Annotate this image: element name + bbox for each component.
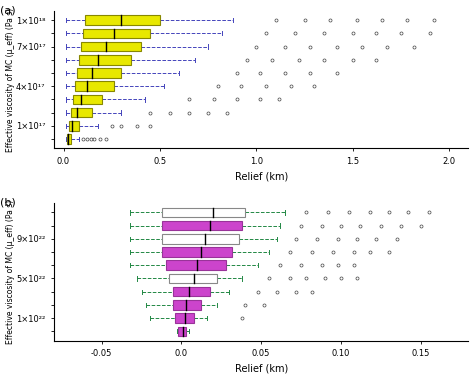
FancyBboxPatch shape bbox=[75, 81, 114, 91]
X-axis label: Relief (km): Relief (km) bbox=[235, 171, 288, 181]
Text: (b): (b) bbox=[0, 197, 16, 208]
FancyBboxPatch shape bbox=[69, 121, 79, 131]
FancyBboxPatch shape bbox=[162, 247, 232, 257]
FancyBboxPatch shape bbox=[71, 108, 92, 117]
FancyBboxPatch shape bbox=[178, 327, 186, 336]
Y-axis label: Effective viscosity of MC (μ_eff) (Pa s): Effective viscosity of MC (μ_eff) (Pa s) bbox=[6, 8, 15, 152]
FancyBboxPatch shape bbox=[73, 95, 102, 104]
X-axis label: Relief (km): Relief (km) bbox=[235, 363, 288, 373]
FancyBboxPatch shape bbox=[175, 313, 194, 323]
FancyBboxPatch shape bbox=[173, 287, 210, 296]
FancyBboxPatch shape bbox=[77, 68, 121, 78]
FancyBboxPatch shape bbox=[165, 260, 226, 270]
FancyBboxPatch shape bbox=[173, 300, 201, 310]
FancyBboxPatch shape bbox=[79, 55, 131, 64]
FancyBboxPatch shape bbox=[67, 134, 71, 144]
FancyBboxPatch shape bbox=[83, 28, 150, 38]
Y-axis label: Effective viscosity of MC (μ_eff) (Pa s): Effective viscosity of MC (μ_eff) (Pa s) bbox=[6, 200, 15, 344]
FancyBboxPatch shape bbox=[162, 234, 239, 244]
FancyBboxPatch shape bbox=[85, 16, 160, 25]
FancyBboxPatch shape bbox=[162, 208, 245, 217]
FancyBboxPatch shape bbox=[169, 274, 217, 283]
Text: (a): (a) bbox=[0, 5, 16, 16]
FancyBboxPatch shape bbox=[81, 42, 141, 51]
FancyBboxPatch shape bbox=[162, 221, 242, 230]
